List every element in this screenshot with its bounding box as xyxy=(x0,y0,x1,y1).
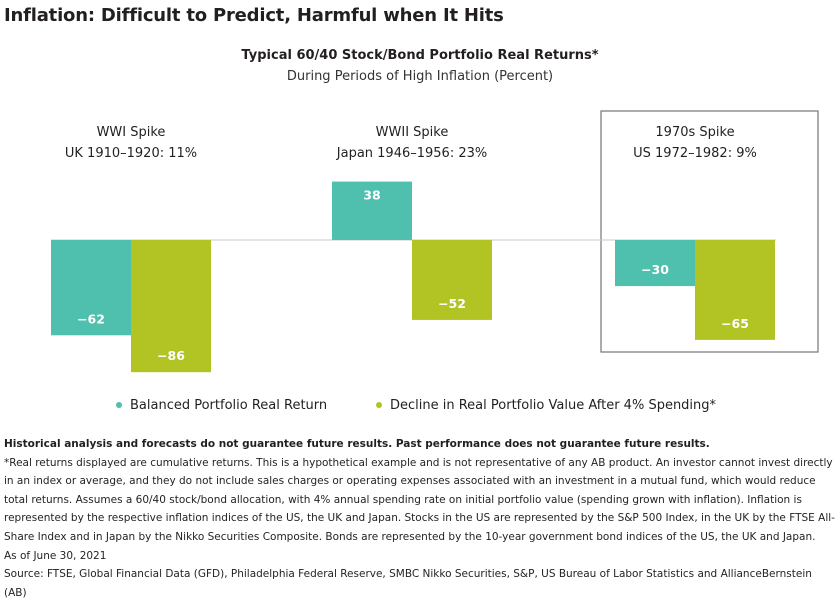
data-label-series-0-group-1: 38 xyxy=(363,188,380,203)
legend-item-series-0: Balanced Portfolio Real Return xyxy=(116,398,327,413)
bar-chart: WWI Spike UK 1910–1920: 11% WWII Spike Japa… xyxy=(51,110,819,373)
data-label-series-0-group-0: −62 xyxy=(77,311,105,326)
bar-series-0-group-2 xyxy=(615,240,695,287)
legend-label-series-0: Balanced Portfolio Real Return xyxy=(130,398,328,413)
bar-series-1-group-0 xyxy=(131,240,211,373)
legend-swatch-series-0 xyxy=(116,401,122,408)
as-of-date: As of June 30, 2021 xyxy=(4,549,107,562)
group-subtitle-0: UK 1910–1920: 11% xyxy=(65,146,197,161)
legend-swatch-series-1 xyxy=(376,401,382,408)
bar-series-0-group-1 xyxy=(332,181,412,240)
group-title-1: WWII Spike xyxy=(376,125,449,140)
group-title-0: WWI Spike xyxy=(97,125,166,140)
highlight-box-group-2 xyxy=(600,110,819,353)
footnote-text: *Real returns displayed are cumulative r… xyxy=(4,456,835,543)
disclaimer-text: Historical analysis and forecasts do not… xyxy=(4,438,710,450)
page-title: Inflation: Difficult to Predict, Harmful… xyxy=(4,5,504,26)
data-label-series-1-group-0: −86 xyxy=(157,348,185,363)
legend-item-series-1: Decline in Real Portfolio Value After 4%… xyxy=(376,398,716,413)
data-label-series-1-group-2: −65 xyxy=(721,316,749,331)
bar-series-1-group-1 xyxy=(412,240,492,320)
bar-series-1-group-2 xyxy=(695,240,775,340)
data-label-series-0-group-2: −30 xyxy=(641,262,669,277)
legend-label-series-1: Decline in Real Portfolio Value After 4%… xyxy=(390,398,717,413)
data-label-series-1-group-1: −52 xyxy=(438,296,466,311)
chart-subtitle: During Periods of High Inflation (Percen… xyxy=(286,69,554,84)
group-title-2: 1970s Spike xyxy=(655,125,734,140)
chart-title: Typical 60/40 Stock/Bond Portfolio Real … xyxy=(241,48,599,63)
group-subtitle-2: US 1972–1982: 9% xyxy=(633,146,757,161)
bar-series-0-group-0 xyxy=(51,240,131,336)
group-subtitle-1: Japan 1946–1956: 23% xyxy=(336,146,487,161)
footnotes: Historical analysis and forecasts do not… xyxy=(4,435,836,602)
